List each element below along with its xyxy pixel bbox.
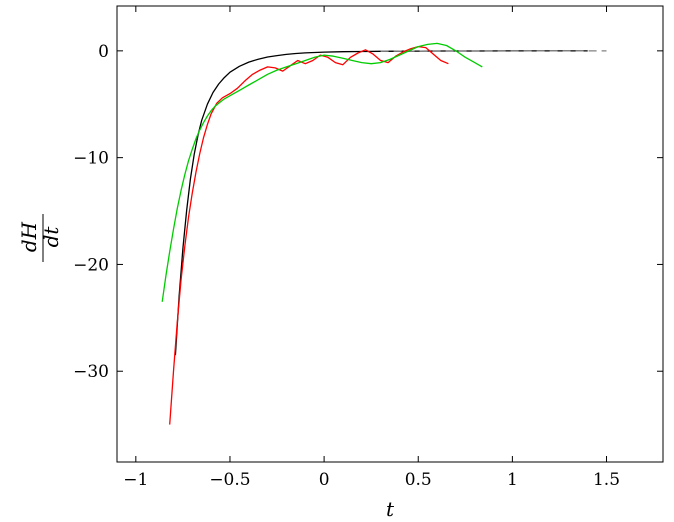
x-tick-label: 1 [507, 470, 518, 490]
x-tick-label: 1.5 [593, 470, 620, 490]
x-tick-label: 0 [319, 470, 330, 490]
y-tick-label: −10 [73, 149, 109, 169]
y-axis-label-denominator: dt [39, 226, 63, 248]
series-layer [161, 42, 607, 425]
series-line-0 [174, 50, 588, 356]
y-tick-label: −20 [73, 255, 109, 275]
y-axis-label-numerator: dH [17, 221, 41, 252]
y-axis-label: dH dt [17, 214, 63, 262]
series-line-2 [169, 45, 449, 425]
x-axis-label: t [386, 497, 395, 521]
series-line-3 [161, 42, 483, 302]
x-tick-label: −1 [123, 470, 148, 490]
x-tick-label: 0.5 [405, 470, 432, 490]
y-tick-label: 0 [98, 42, 109, 62]
x-tick-label: −0.5 [209, 470, 250, 490]
plot-frame [116, 5, 664, 463]
axis-ticks: −1 −0.5 0 0.5 1 1.5 0 −10 −20 −30 [73, 6, 663, 490]
y-tick-label: −30 [73, 362, 109, 382]
